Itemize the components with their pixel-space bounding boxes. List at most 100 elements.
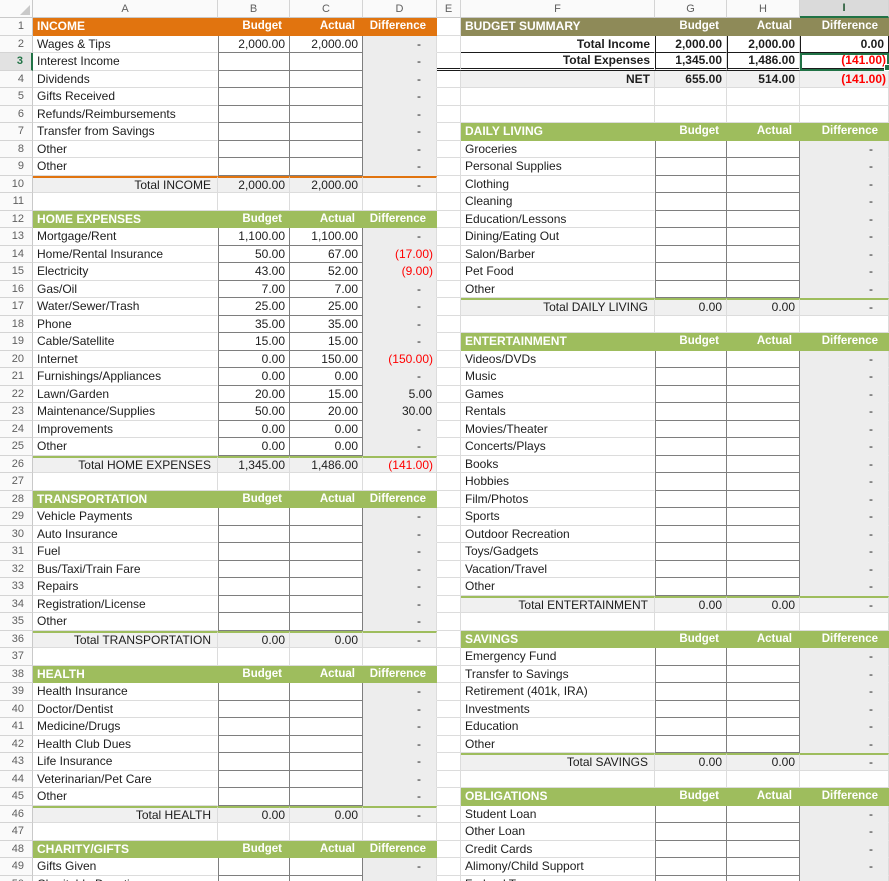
cell-B14[interactable]: 50.00 bbox=[218, 245, 290, 263]
cell-E4[interactable] bbox=[437, 70, 461, 88]
cell-H23[interactable] bbox=[727, 403, 800, 421]
cell-F28[interactable]: Film/Photos bbox=[461, 491, 655, 508]
cell-F30[interactable]: Outdoor Recreation bbox=[461, 526, 655, 543]
cell-F25[interactable]: Concerts/Plays bbox=[461, 438, 655, 456]
cell-B10[interactable]: 2,000.00 bbox=[218, 175, 290, 193]
cell-H5[interactable] bbox=[727, 88, 800, 106]
cell-F14[interactable]: Salon/Barber bbox=[461, 246, 655, 263]
cell-B49[interactable] bbox=[218, 858, 290, 876]
cell-I45[interactable]: Difference bbox=[800, 788, 889, 806]
cell-I23[interactable]: - bbox=[800, 403, 889, 421]
cell-H16[interactable] bbox=[727, 280, 800, 298]
cell-A23[interactable]: Maintenance/Supplies bbox=[33, 403, 218, 421]
cell-G18[interactable] bbox=[655, 315, 727, 333]
cell-G43[interactable]: 0.00 bbox=[655, 753, 727, 771]
cell-F18[interactable] bbox=[461, 315, 655, 333]
cell-C21[interactable]: 0.00 bbox=[290, 368, 363, 386]
cell-I38[interactable]: - bbox=[800, 665, 889, 683]
cell-B34[interactable] bbox=[218, 595, 290, 613]
cell-F49[interactable]: Alimony/Child Support bbox=[461, 858, 655, 876]
cell-I36[interactable]: Difference bbox=[800, 630, 889, 648]
cell-D39[interactable]: - bbox=[363, 683, 437, 701]
cell-I41[interactable]: - bbox=[800, 718, 889, 736]
cell-E6[interactable] bbox=[437, 105, 461, 123]
cell-B15[interactable]: 43.00 bbox=[218, 263, 290, 281]
cell-F33[interactable]: Other bbox=[461, 578, 655, 596]
cell-E11[interactable] bbox=[437, 193, 461, 211]
cell-H17[interactable]: 0.00 bbox=[727, 298, 800, 316]
row-header-23[interactable]: 23 bbox=[0, 403, 33, 421]
cell-G12[interactable] bbox=[655, 210, 727, 228]
cell-C5[interactable] bbox=[290, 88, 363, 106]
cell-E38[interactable] bbox=[437, 665, 461, 683]
cell-C6[interactable] bbox=[290, 105, 363, 123]
cell-G22[interactable] bbox=[655, 385, 727, 403]
row-header-15[interactable]: 15 bbox=[0, 263, 33, 281]
cell-D29[interactable]: - bbox=[363, 508, 437, 526]
cell-G35[interactable] bbox=[655, 613, 727, 631]
cell-A41[interactable]: Medicine/Drugs bbox=[33, 718, 218, 736]
cell-F21[interactable]: Music bbox=[461, 368, 655, 386]
cell-C32[interactable] bbox=[290, 560, 363, 578]
cell-H49[interactable] bbox=[727, 858, 800, 876]
cell-H1[interactable]: Actual bbox=[727, 18, 800, 36]
column-header-H[interactable]: H bbox=[727, 0, 800, 18]
cell-H43[interactable]: 0.00 bbox=[727, 753, 800, 771]
cell-F7[interactable]: DAILY LIVING bbox=[461, 123, 655, 141]
cell-D7[interactable]: - bbox=[363, 123, 437, 141]
cell-A25[interactable]: Other bbox=[33, 438, 218, 456]
cell-D20[interactable]: (150.00) bbox=[363, 350, 437, 368]
cell-C1[interactable]: Actual bbox=[290, 18, 363, 36]
cell-C48[interactable]: Actual bbox=[290, 840, 363, 858]
row-header-29[interactable]: 29 bbox=[0, 508, 33, 526]
cell-E21[interactable] bbox=[437, 368, 461, 386]
cell-B36[interactable]: 0.00 bbox=[218, 630, 290, 648]
cell-D50[interactable]: - bbox=[363, 875, 437, 881]
cell-F12[interactable]: Education/Lessons bbox=[461, 211, 655, 228]
cell-H34[interactable]: 0.00 bbox=[727, 595, 800, 613]
cell-C29[interactable] bbox=[290, 508, 363, 526]
cell-A22[interactable]: Lawn/Garden bbox=[33, 386, 218, 403]
cell-I13[interactable]: - bbox=[800, 228, 889, 246]
cell-I6[interactable] bbox=[800, 105, 889, 123]
cell-E7[interactable] bbox=[437, 123, 461, 141]
cell-E19[interactable] bbox=[437, 333, 461, 351]
row-header-28[interactable]: 28 bbox=[0, 490, 33, 508]
cell-G30[interactable] bbox=[655, 525, 727, 543]
cell-B27[interactable] bbox=[218, 473, 290, 491]
cell-F29[interactable]: Sports bbox=[461, 508, 655, 526]
cell-F5[interactable] bbox=[461, 88, 655, 106]
cell-D5[interactable]: - bbox=[363, 88, 437, 106]
column-header-B[interactable]: B bbox=[218, 0, 290, 18]
column-header-I[interactable]: I bbox=[800, 0, 889, 18]
row-header-9[interactable]: 9 bbox=[0, 158, 33, 176]
cell-D21[interactable]: - bbox=[363, 368, 437, 386]
cell-C15[interactable]: 52.00 bbox=[290, 263, 363, 281]
cell-C16[interactable]: 7.00 bbox=[290, 280, 363, 298]
cell-E13[interactable] bbox=[437, 228, 461, 246]
row-header-32[interactable]: 32 bbox=[0, 560, 33, 578]
cell-H24[interactable] bbox=[727, 420, 800, 438]
cell-C42[interactable] bbox=[290, 735, 363, 753]
cell-I44[interactable] bbox=[800, 770, 889, 788]
cell-C8[interactable] bbox=[290, 140, 363, 158]
column-header-C[interactable]: C bbox=[290, 0, 363, 18]
cell-A43[interactable]: Life Insurance bbox=[33, 753, 218, 771]
cell-H48[interactable] bbox=[727, 840, 800, 858]
cell-F15[interactable]: Pet Food bbox=[461, 263, 655, 281]
cell-G45[interactable]: Budget bbox=[655, 788, 727, 806]
cell-H37[interactable] bbox=[727, 648, 800, 666]
cell-F26[interactable]: Books bbox=[461, 456, 655, 473]
cell-F6[interactable] bbox=[461, 105, 655, 123]
cell-B9[interactable] bbox=[218, 158, 290, 176]
cell-A20[interactable]: Internet bbox=[33, 351, 218, 368]
row-header-8[interactable]: 8 bbox=[0, 140, 33, 158]
cell-F45[interactable]: OBLIGATIONS bbox=[461, 788, 655, 806]
cell-A13[interactable]: Mortgage/Rent bbox=[33, 228, 218, 246]
cell-I24[interactable]: - bbox=[800, 420, 889, 438]
cell-D48[interactable]: Difference bbox=[363, 840, 437, 858]
cell-C33[interactable] bbox=[290, 578, 363, 596]
row-header-16[interactable]: 16 bbox=[0, 280, 33, 298]
cell-C2[interactable]: 2,000.00 bbox=[290, 35, 363, 53]
cell-B50[interactable] bbox=[218, 875, 290, 881]
